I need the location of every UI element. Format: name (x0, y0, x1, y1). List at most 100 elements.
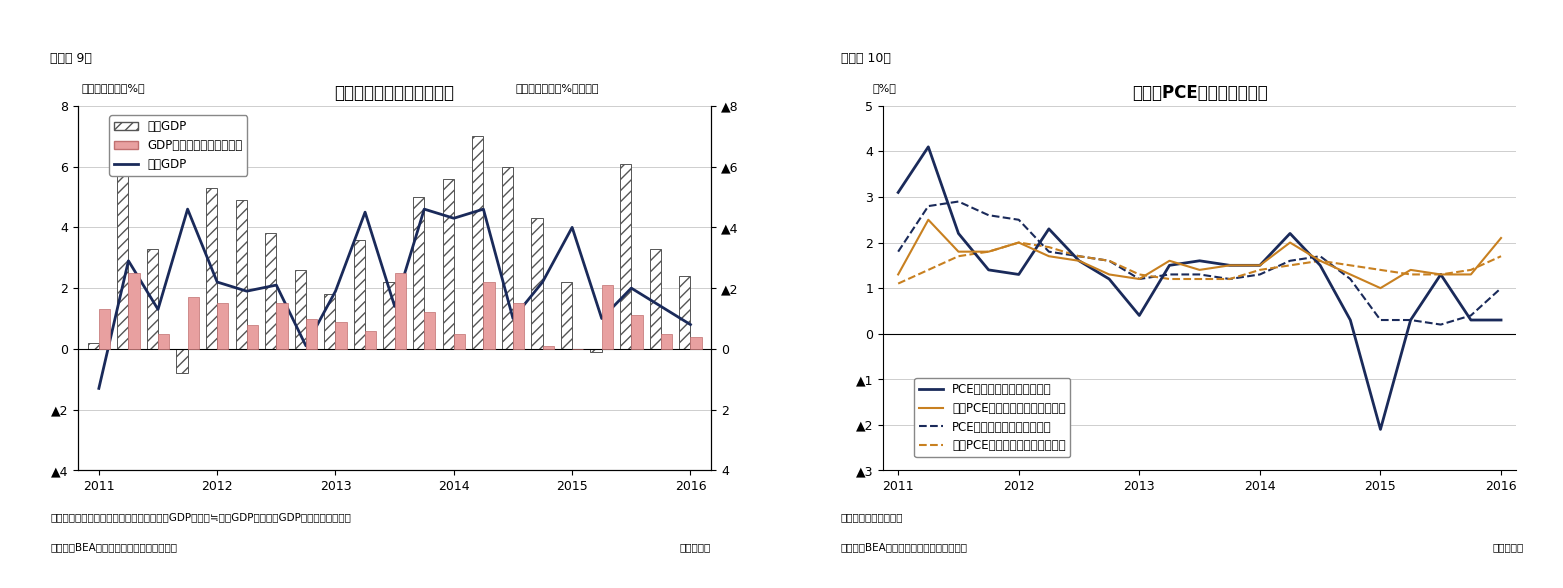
Bar (472, 136, 483, 349)
PCE価格指数（前年同期比） (889, 248, 908, 255)
コアPCE価格指数（前年同期比） (1461, 266, 1480, 273)
コアPCE価格指数（前期比年率） (1191, 266, 1210, 273)
コアPCE価格指数（前期比年率） (1311, 258, 1330, 265)
コアPCE価格指数（前年同期比） (1432, 271, 1450, 278)
Text: （%）: （%） (872, 83, 896, 93)
コアPCE価格指数（前期比年率） (1491, 235, 1510, 242)
Legend: PCE価格指数（前期比年率）, コアPCE価格指数（前期比年率）, PCE価格指数（前年同期比）, コアPCE価格指数（前年同期比）: PCE価格指数（前期比年率）, コアPCE価格指数（前期比年率）, PCE価格指… (914, 378, 1071, 457)
PCE価格指数（前年同期比） (1010, 216, 1028, 223)
PCE価格指数（前年同期比） (919, 202, 938, 210)
Bar (177, 349, 188, 373)
Bar (366, 330, 377, 349)
PCE価格指数（前年同期比） (1191, 271, 1210, 278)
PCE価格指数（前期比年率） (1221, 262, 1239, 269)
Bar (277, 303, 288, 349)
Bar (324, 294, 336, 349)
PCE価格指数（前期比年率） (1280, 230, 1299, 237)
Line: PCE価格指数（前期比年率）: PCE価格指数（前期比年率） (899, 147, 1500, 429)
Bar (128, 273, 139, 349)
Title: 米国の名目と実質の成長率: 米国の名目と実質の成長率 (334, 83, 455, 102)
Bar (483, 282, 494, 349)
Bar (88, 343, 98, 349)
PCE価格指数（前年同期比） (1371, 316, 1390, 323)
コアPCE価格指数（前年同期比） (1221, 275, 1239, 282)
Bar (631, 315, 642, 349)
コアPCE価格指数（前期比年率） (1250, 262, 1269, 269)
Bar (217, 303, 228, 349)
PCE価格指数（前期比年率） (1010, 271, 1028, 278)
Bar (98, 309, 109, 349)
Bar (336, 322, 347, 349)
PCE価格指数（前年同期比） (1221, 275, 1239, 282)
Bar (395, 273, 406, 349)
コアPCE価格指数（前期比年率） (1069, 258, 1088, 265)
Bar (295, 270, 306, 349)
Text: （四半期）: （四半期） (680, 542, 711, 552)
コアPCE価格指数（前年同期比） (1130, 271, 1149, 278)
コアPCE価格指数（前期比年率） (1461, 271, 1480, 278)
コアPCE価格指数（前年同期比） (1010, 239, 1028, 246)
PCE価格指数（前期比年率） (919, 143, 938, 151)
PCE価格指数（前期比年率） (1341, 316, 1360, 323)
Bar (502, 166, 513, 349)
Bar (247, 325, 258, 349)
コアPCE価格指数（前年同期比） (1400, 271, 1419, 278)
Bar (591, 349, 602, 352)
コアPCE価格指数（前期比年率） (1432, 271, 1450, 278)
Text: （注）季節調整済系列の前期比年率、実質GDP伸び率≒名目GDP伸び率－GDPデフレータ伸び率: （注）季節調整済系列の前期比年率、実質GDP伸び率≒名目GDP伸び率－GDPデフ… (50, 512, 350, 522)
コアPCE価格指数（前期比年率） (1010, 239, 1028, 246)
コアPCE価格指数（前期比年率） (919, 216, 938, 223)
PCE価格指数（前期比年率） (1400, 316, 1419, 323)
Bar (158, 334, 169, 349)
PCE価格指数（前年同期比） (1160, 271, 1179, 278)
Legend: 名目GDP, GDPデフレータ（右逆軸）, 実質GDP: 名目GDP, GDPデフレータ（右逆軸）, 実質GDP (109, 115, 247, 176)
コアPCE価格指数（前年同期比） (1160, 275, 1179, 282)
Bar (147, 249, 158, 349)
Bar (236, 200, 247, 349)
コアPCE価格指数（前年同期比） (1100, 258, 1119, 265)
Bar (206, 188, 217, 349)
コアPCE価格指数（前年同期比） (1491, 253, 1510, 260)
コアPCE価格指数（前年同期比） (889, 280, 908, 287)
コアPCE価格指数（前期比年率） (1130, 275, 1149, 282)
コアPCE価格指数（前期比年率） (1371, 285, 1390, 292)
Text: （注）季節調整済系列: （注）季節調整済系列 (841, 512, 903, 522)
Title: 米国のPCE価格指数伸び率: 米国のPCE価格指数伸び率 (1132, 83, 1268, 102)
Bar (383, 282, 395, 349)
Bar (353, 239, 366, 349)
コアPCE価格指数（前年同期比） (978, 248, 997, 255)
Bar (442, 179, 453, 349)
PCE価格指数（前期比年率） (1491, 316, 1510, 323)
Bar (691, 337, 702, 349)
Bar (661, 334, 672, 349)
PCE価格指数（前年同期比） (978, 212, 997, 219)
Text: （前期比年率、%、逆軸）: （前期比年率、%、逆軸） (516, 83, 599, 93)
Line: コアPCE価格指数（前年同期比）: コアPCE価格指数（前年同期比） (899, 243, 1500, 283)
Bar (306, 319, 317, 349)
コアPCE価格指数（前年同期比） (1039, 243, 1058, 250)
Text: （図表 10）: （図表 10） (841, 52, 891, 65)
Bar (117, 166, 128, 349)
PCE価格指数（前年同期比） (1400, 316, 1419, 323)
コアPCE価格指数（前期比年率） (1400, 266, 1419, 273)
コアPCE価格指数（前年同期比） (919, 266, 938, 273)
コアPCE価格指数（前年同期比） (1280, 262, 1299, 269)
Bar (621, 163, 631, 349)
PCE価格指数（前年同期比） (1311, 253, 1330, 260)
Bar (424, 312, 436, 349)
コアPCE価格指数（前期比年率） (1221, 262, 1239, 269)
コアPCE価格指数（前期比年率） (1280, 239, 1299, 246)
Bar (542, 346, 553, 349)
PCE価格指数（前期比年率） (978, 266, 997, 273)
PCE価格指数（前年同期比） (949, 198, 967, 205)
Line: PCE価格指数（前年同期比）: PCE価格指数（前年同期比） (899, 202, 1500, 325)
Bar (602, 285, 613, 349)
Bar (531, 218, 542, 349)
コアPCE価格指数（前年同期比） (1191, 275, 1210, 282)
PCE価格指数（前年同期比） (1341, 275, 1360, 282)
Bar (413, 197, 424, 349)
コアPCE価格指数（前年同期比） (949, 253, 967, 260)
PCE価格指数（前期比年率） (1191, 258, 1210, 265)
コアPCE価格指数（前年同期比） (1341, 262, 1360, 269)
コアPCE価格指数（前期比年率） (889, 271, 908, 278)
